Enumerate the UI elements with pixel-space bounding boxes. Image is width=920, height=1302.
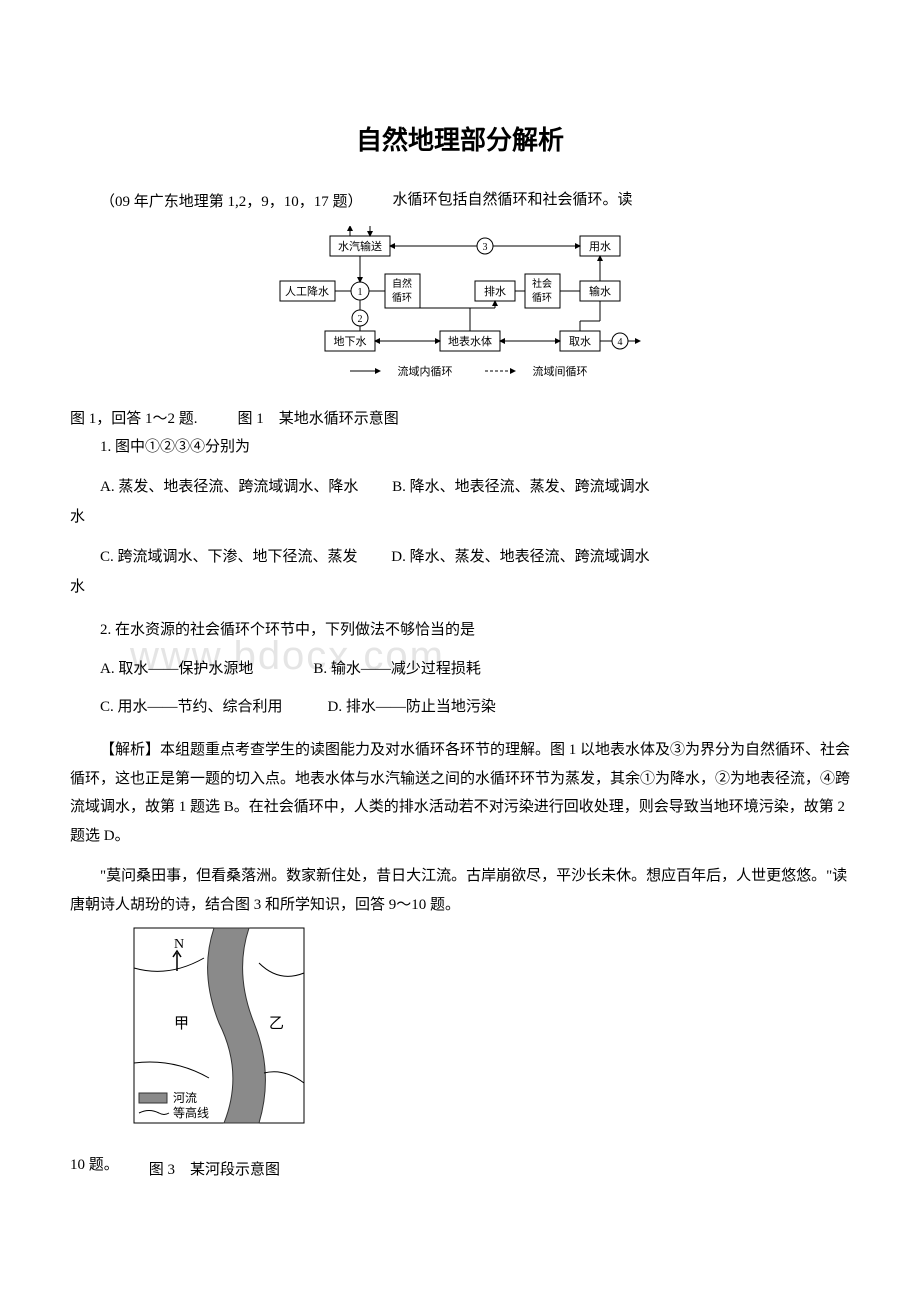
page-title: 自然地理部分解析: [70, 120, 850, 157]
legend-contour: 等高线: [173, 1105, 209, 1120]
intro-prefix: （09 年广东地理第 1,2，9，10，17 题）: [70, 194, 363, 210]
q2-stem: 2. 在水资源的社会循环个环节中，下列做法不够恰当的是: [70, 616, 850, 645]
node-rengong: 人工降水: [285, 284, 329, 298]
q2-opt-c: C. 用水——节约、综合利用: [100, 699, 283, 715]
legend-nei: 流域内循环: [398, 364, 453, 378]
diagram1-caption: 图 1 某地水循环示意图: [238, 407, 399, 428]
node-shuiqi: 水汽输送: [338, 239, 382, 253]
q2-opt-a: A. 取水——保护水源地: [100, 661, 253, 677]
q1-options: A. 蒸发、地表径流、跨流域调水、降水 B. 降水、地表径流、蒸发、跨流域调水 …: [70, 472, 850, 602]
q1-opt-b: B. 降水、地表径流、蒸发、跨流域调水: [392, 479, 650, 495]
node-paishui: 排水: [484, 284, 506, 298]
analysis-1: 【解析】本组题重点考查学生的读图能力及对水循环各环节的理解。图 1 以地表水体及…: [70, 736, 850, 850]
q10-label: 10 题。: [70, 1152, 119, 1179]
q2-options: A. 取水——保护水源地 B. 输水——减少过程损耗 C. 用水——节约、综合利…: [70, 654, 850, 722]
diagram1-container: 水汽输送 用水 3 人工降水 1 自然 循环: [70, 226, 850, 396]
node-dixia: 地下水: [334, 335, 367, 348]
diagram3-caption: 图 3 某河段示意图: [129, 1158, 309, 1179]
num4: 4: [618, 337, 623, 348]
diagram3-container: N 甲 乙 河流 等高线 图 3 某河段示意图: [129, 923, 309, 1179]
legend-jian: 流域间循环: [533, 364, 588, 378]
intro-block: （09 年广东地理第 1,2，9，10，17 题） 水循环包括自然循环和社会循环…: [70, 187, 850, 433]
q1-stem: 1. 图中①②③④分别为: [70, 433, 850, 462]
num2: 2: [358, 314, 363, 325]
poem-intro: "莫问桑田事，但看桑落洲。数家新住处，昔日大江流。古岸崩欲尽，平沙长未休。想应百…: [70, 862, 850, 919]
q1-opt-d: D. 降水、蒸发、地表径流、跨流域调水: [391, 549, 649, 565]
q1-opt-c: C. 跨流域调水、下渗、地下径流、蒸发: [100, 549, 358, 565]
intro-suffix-part2: 图 1，回答 1～2 题.: [70, 406, 198, 433]
num3: 3: [483, 242, 488, 253]
num1: 1: [358, 287, 363, 298]
yi-label: 乙: [269, 1016, 284, 1032]
intro-suffix-part1: 水循环包括自然循环和社会循环。读: [393, 192, 633, 208]
q2-opt-b: B. 输水——减少过程损耗: [313, 661, 481, 677]
node-yongshui: 用水: [589, 240, 611, 253]
jia-label: 甲: [174, 1016, 189, 1032]
river-diagram: N 甲 乙 河流 等高线: [129, 923, 309, 1153]
q1-opt-a: A. 蒸发、地表径流、跨流域调水、降水: [100, 479, 358, 495]
node-ziran2: 循环: [392, 291, 412, 304]
water-cycle-diagram: 水汽输送 用水 3 人工降水 1 自然 循环: [270, 226, 650, 396]
node-qushui: 取水: [569, 335, 591, 348]
node-ziran1: 自然: [392, 277, 412, 290]
node-shehui1: 社会: [532, 277, 552, 290]
north-label: N: [174, 937, 184, 952]
legend-river: 河流: [173, 1091, 197, 1105]
node-shehui2: 循环: [532, 291, 552, 304]
q2-opt-d: D. 排水——防止当地污染: [328, 699, 496, 715]
node-dibiao: 地表水体: [448, 334, 492, 348]
node-shushui: 输水: [589, 284, 611, 298]
